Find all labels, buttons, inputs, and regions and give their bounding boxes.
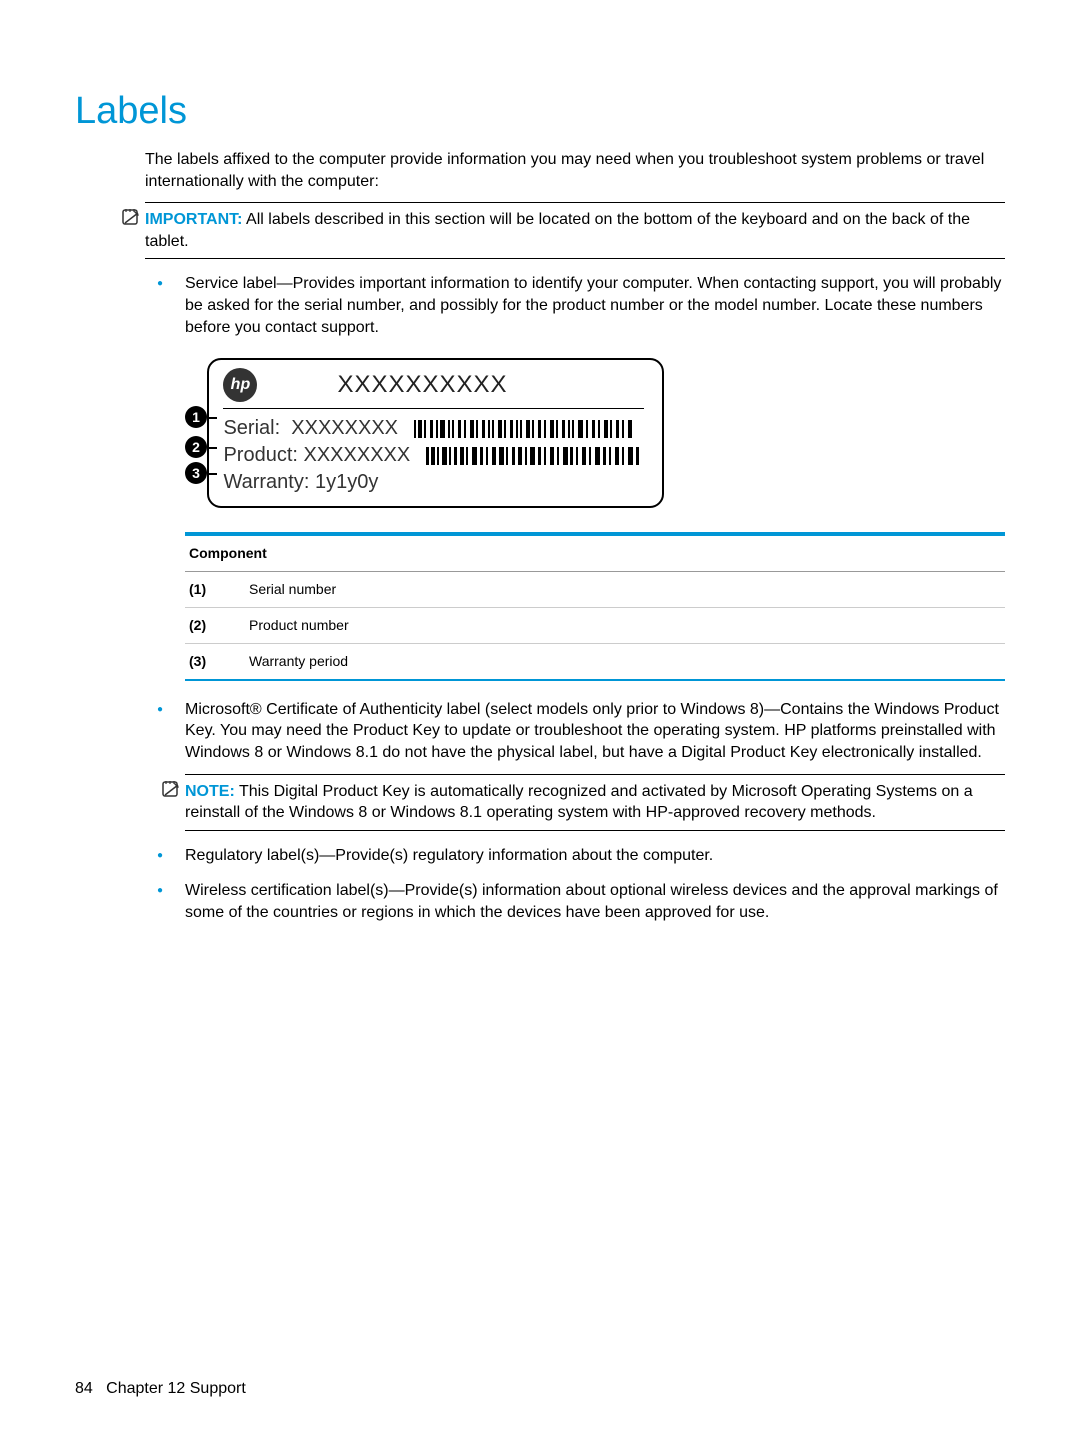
callout-number-2: 2 <box>185 436 207 458</box>
model-number: XXXXXXXXXX <box>337 369 507 401</box>
list-item: Microsoft® Certificate of Authenticity l… <box>185 699 1005 831</box>
coa-text: Microsoft® Certificate of Authenticity l… <box>185 701 999 761</box>
document-page: Labels The labels affixed to the compute… <box>0 0 1080 977</box>
barcode-icon <box>426 447 644 465</box>
service-label-text: Service label—Provides important informa… <box>185 275 1001 335</box>
callout-numbers-column: 1 2 3 <box>185 358 207 488</box>
list-item: Regulatory label(s)—Provide(s) regulator… <box>185 845 1005 867</box>
page-number: 84 <box>75 1380 93 1397</box>
callout-number-3: 3 <box>185 462 207 484</box>
important-text: All labels described in this section wil… <box>145 211 970 250</box>
regulatory-text: Regulatory label(s)—Provide(s) regulator… <box>185 847 713 864</box>
table-row: (3) Warranty period <box>185 644 1005 679</box>
service-label-box: hp XXXXXXXXXX Serial: XXXXXXXX <box>207 358 664 508</box>
component-table: Component (1) Serial number (2) Product … <box>185 532 1005 681</box>
intro-paragraph: The labels affixed to the computer provi… <box>145 149 1005 192</box>
warranty-row: Warranty: 1y1y0y <box>223 469 644 496</box>
list-item: Wireless certification label(s)—Provide(… <box>185 880 1005 923</box>
note-callout: NOTE: This Digital Product Key is automa… <box>185 774 1005 831</box>
note-text: This Digital Product Key is automaticall… <box>185 783 973 822</box>
list-item: Service label—Provides important informa… <box>185 273 1005 680</box>
important-title: IMPORTANT: <box>145 211 242 228</box>
product-row: Product: XXXXXXXX <box>223 442 644 469</box>
barcode-icon <box>414 420 634 438</box>
note-icon <box>161 779 181 806</box>
important-icon <box>121 207 141 234</box>
table-row: (2) Product number <box>185 608 1005 644</box>
page-footer: 84 Chapter 12 Support <box>75 1380 246 1398</box>
important-callout: IMPORTANT: All labels described in this … <box>145 202 1005 259</box>
serial-row: Serial: XXXXXXXX <box>223 415 644 442</box>
component-table-header: Component <box>185 536 1005 572</box>
chapter-title: Chapter 12 Support <box>106 1380 246 1397</box>
labels-list: Service label—Provides important informa… <box>145 273 1005 923</box>
page-heading: Labels <box>75 90 1005 133</box>
table-row: (1) Serial number <box>185 572 1005 608</box>
hp-logo-icon: hp <box>223 368 257 402</box>
wireless-text: Wireless certification label(s)—Provide(… <box>185 882 998 921</box>
note-title: NOTE: <box>185 783 235 800</box>
service-label-figure: 1 2 3 hp XXXXXXXXXX Serial: XXXXXXXX <box>185 358 1005 508</box>
callout-number-1: 1 <box>185 406 207 428</box>
